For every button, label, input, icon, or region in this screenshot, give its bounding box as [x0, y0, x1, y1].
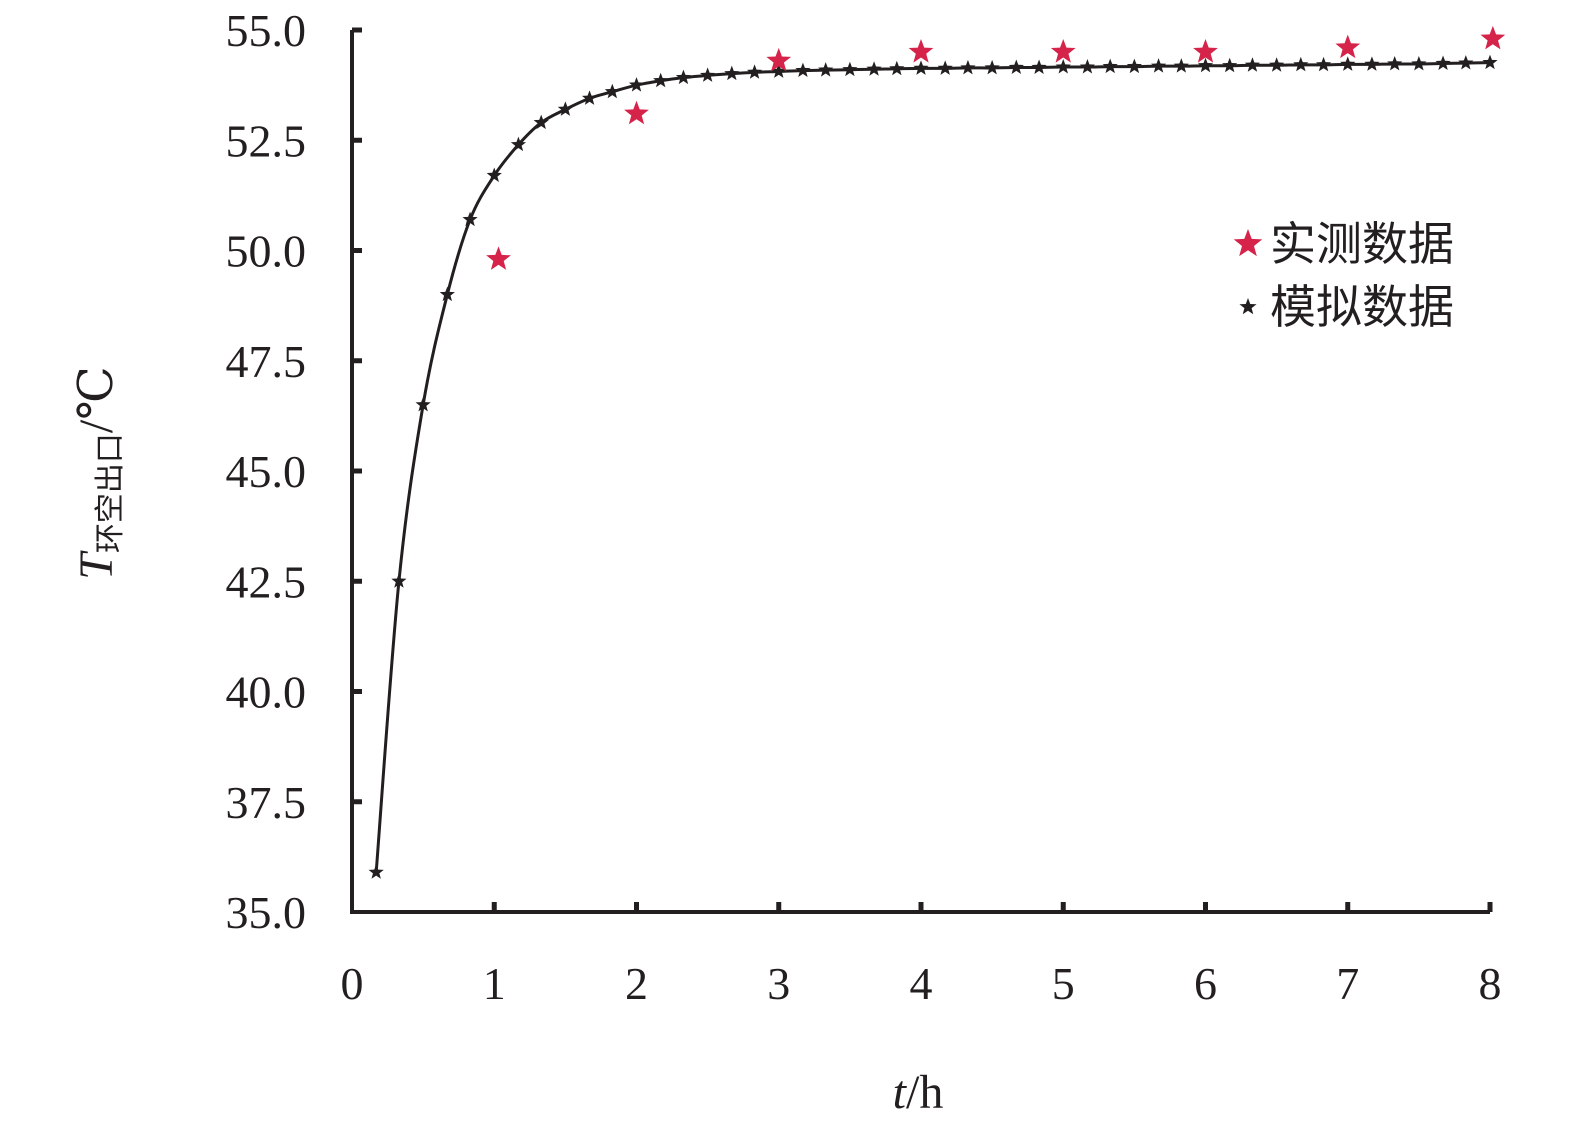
measured-point	[1050, 39, 1076, 63]
simulated-point	[1126, 58, 1142, 74]
simulated-point	[462, 211, 478, 227]
simulated-point	[1079, 59, 1096, 74]
y-tick-label: 37.5	[226, 777, 307, 828]
simulated-point	[913, 60, 929, 75]
legend-marker-measured	[1233, 229, 1263, 257]
simulated-point	[510, 136, 527, 152]
x-tick-label: 7	[1336, 958, 1359, 1009]
measured-point	[1335, 34, 1361, 59]
simulated-point	[771, 63, 787, 78]
y-tick-label: 47.5	[226, 336, 307, 387]
simulated-point	[866, 61, 882, 76]
simulated-point	[1364, 56, 1380, 71]
simulated-point	[1031, 59, 1047, 74]
simulated-point	[746, 64, 763, 79]
axes	[350, 30, 1490, 914]
simulated-point	[1173, 58, 1189, 73]
simulated-point	[1387, 55, 1403, 71]
y-axis-title: T环空出口/℃	[70, 366, 128, 580]
simulated-point	[415, 396, 431, 412]
simulated-point	[724, 65, 740, 81]
simulated-point	[984, 59, 1000, 75]
simulated-point	[391, 573, 407, 588]
x-tick-label: 2	[625, 958, 648, 1009]
legend-marker-simulated	[1239, 298, 1257, 315]
y-tick-label: 40.0	[226, 667, 307, 718]
x-tick-label: 6	[1194, 958, 1217, 1009]
simulated-point	[581, 90, 598, 105]
simulated-point	[700, 67, 716, 82]
simulated-point	[960, 59, 976, 75]
simulated-point	[557, 101, 573, 116]
x-tick-label: 5	[1052, 958, 1075, 1009]
y-tick-label: 35.0	[226, 887, 307, 938]
measured-point	[766, 47, 792, 72]
measured-point	[908, 39, 934, 63]
simulated-point	[937, 60, 953, 75]
simulated-point	[1482, 54, 1498, 70]
y-tick-label: 55.0	[226, 5, 307, 56]
measured-point	[624, 100, 649, 125]
simulated-point	[1269, 57, 1285, 72]
x-tick-label: 8	[1479, 958, 1502, 1009]
simulated-point	[604, 83, 620, 99]
simulated-point	[1222, 57, 1238, 73]
simulated-point	[1244, 57, 1261, 72]
measured-point	[486, 246, 511, 270]
simulated-point	[1102, 58, 1118, 74]
y-tick-label: 52.5	[226, 115, 307, 166]
simulated-point	[1150, 58, 1167, 73]
simulated-point	[439, 286, 455, 302]
measured-point	[1193, 39, 1218, 63]
y-tick-label: 42.5	[226, 556, 307, 607]
measured-point	[1480, 25, 1506, 50]
simulated-point	[1008, 59, 1024, 74]
simulated-point	[1293, 56, 1309, 72]
simulated-point	[1055, 59, 1071, 74]
simulated-point	[1197, 57, 1214, 73]
y-axis-ticks: 35.0 37.5 40.0 42.5 45.0 47.5 50.0 52.5 55.0	[226, 5, 362, 938]
simulated-point	[1411, 55, 1427, 71]
x-tick-label: 3	[767, 958, 790, 1009]
simulated-series-line	[374, 61, 1491, 873]
simulated-point	[795, 62, 811, 78]
simulated-point	[818, 62, 834, 77]
y-tick-label: 50.0	[226, 226, 307, 277]
simulated-point	[653, 72, 669, 88]
legend-label-measured: 实测数据	[1270, 217, 1454, 271]
legend-label-simulated: 模拟数据	[1270, 280, 1454, 334]
simulated-point	[1340, 56, 1356, 71]
simulated-point	[486, 167, 502, 182]
simulated-point	[1435, 55, 1451, 70]
simulated-point	[675, 69, 692, 85]
simulated-point	[368, 864, 384, 879]
simulated-point	[889, 60, 905, 76]
x-tick-label: 4	[910, 958, 933, 1009]
simulated-point	[842, 61, 858, 77]
x-tick-label: 0	[341, 958, 364, 1009]
x-axis-ticks: 0 1 2 3 4 5 6 7 8	[341, 902, 1502, 1009]
x-tick-label: 1	[483, 958, 506, 1009]
simulated-series	[368, 54, 1498, 879]
y-tick-label: 45.0	[226, 446, 307, 497]
simulated-point	[628, 77, 645, 92]
measured-series	[486, 25, 1506, 270]
simulated-point	[1315, 56, 1332, 72]
simulated-point	[533, 114, 549, 130]
simulated-point	[1458, 55, 1474, 70]
x-axis-title: t/h	[893, 1066, 944, 1119]
